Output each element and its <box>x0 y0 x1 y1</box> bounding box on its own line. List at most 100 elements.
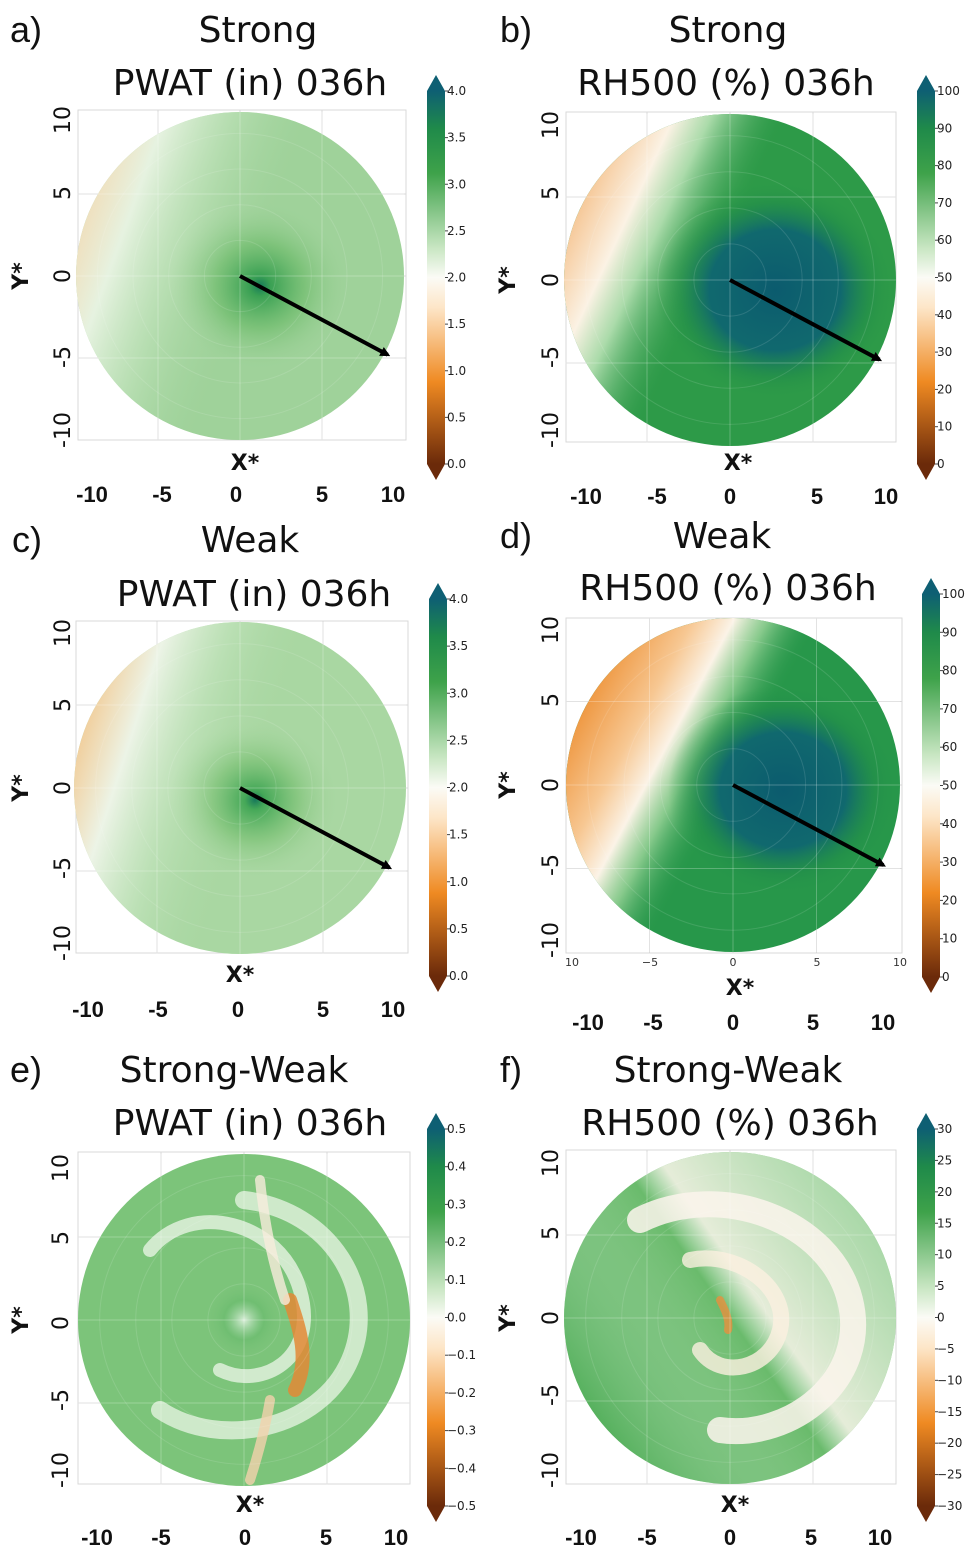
y-tick-label: 10 <box>49 1154 74 1182</box>
colorbar-tick-label: 30 <box>937 345 952 359</box>
colorbar-tick-label: 3.5 <box>449 639 468 653</box>
colorbar-tick-label: 20 <box>942 893 957 907</box>
colorbar-tick-label: 25 <box>937 1153 952 1167</box>
x-tick-label: 5 <box>316 482 328 507</box>
colorbar-tick-label: 15 <box>937 1216 952 1230</box>
colorbar-tick-label: 100 <box>937 84 960 98</box>
colorbar-tick-label: 2.5 <box>449 733 468 747</box>
y-tick-label: 5 <box>539 186 564 200</box>
x-tick-label: -10 <box>81 1525 113 1550</box>
x-tick-label: -10 <box>570 484 602 509</box>
y-tick-label: 5 <box>49 1231 74 1245</box>
panel-e: e) Strong-Weak PWAT (in) 036h -10 -5 0 5 10 X* -1… <box>9 1049 476 1550</box>
panel-title-line1: Weak <box>201 520 300 561</box>
colorbar-tick-label: 1.5 <box>449 828 468 842</box>
x-tick-label: -10 <box>72 997 104 1022</box>
colorbar-tick-label: 1.0 <box>447 364 466 378</box>
shear-arrow <box>239 274 391 357</box>
x-tick-label: 10 <box>874 484 898 509</box>
inner-x-tick-label: 0 <box>730 956 737 969</box>
x-tick-label: -5 <box>152 482 172 507</box>
colorbar-tick-label: −5 <box>937 1342 955 1356</box>
colorbar-min-tip <box>429 976 447 992</box>
colorbar-body <box>922 594 940 977</box>
colorbar-min-tip <box>427 464 445 480</box>
colorbar-tick-label: 90 <box>937 121 952 135</box>
colorbar-tick-label: 0.5 <box>447 410 466 424</box>
colorbar: −30 −25 −20 −15 −10 −5 0 5 10 15 20 25 30 <box>917 1113 962 1522</box>
x-tick-label: 0 <box>727 1010 739 1035</box>
colorbar-tick-label: −0.1 <box>447 1348 476 1362</box>
panel-title-line2: PWAT (in) 036h <box>113 63 387 104</box>
panel-f: f) Strong-Weak RH500 (%) 036h -10 -5 0 5 10 X* -1… <box>496 1049 962 1550</box>
panel-a: a) Strong PWAT (in) 036h -10 -5 0 5 10 X* -10 -5 0 5… <box>9 9 466 507</box>
colorbar-min-tip <box>917 1506 935 1522</box>
colorbar-max-tip <box>427 75 445 91</box>
colorbar-tick-label: −25 <box>937 1468 962 1482</box>
colorbar-tick-label: 0.1 <box>447 1273 466 1287</box>
colorbar-tick-label: 5 <box>937 1279 945 1293</box>
x-tick-label: 5 <box>807 1010 819 1035</box>
x-tick-label: 10 <box>381 482 405 507</box>
x-tick-label: -5 <box>643 1010 663 1035</box>
panel-d: d) Weak RH500 (%) 036h -10 -5 0 5 10 X* -10 -5 0 5 10… <box>496 515 965 1035</box>
colorbar: 0 10 20 30 40 50 60 70 80 90 100 <box>922 578 965 993</box>
colorbar-tick-label: 0.2 <box>447 1235 466 1249</box>
x-tick-label: 0 <box>239 1525 251 1550</box>
y-tick-label: -5 <box>539 346 564 368</box>
colorbar-tick-label: 0.0 <box>447 457 466 471</box>
colorbar-tick-label: 60 <box>937 233 952 247</box>
field-f <box>564 1152 896 1484</box>
colorbar-tick-label: −10 <box>937 1373 962 1387</box>
y-tick-label: 0 <box>49 1316 74 1330</box>
x-axis-label: X* <box>726 976 755 1001</box>
panel-title-line2: PWAT (in) 036h <box>117 574 391 615</box>
colorbar-tick-label: 10 <box>937 420 952 434</box>
y-tick-label: 5 <box>51 186 76 200</box>
panel-title-line1: Strong <box>199 10 318 51</box>
x-tick-label: -5 <box>647 484 667 509</box>
colorbar-tick-label: −0.5 <box>447 1499 476 1513</box>
colorbar-tick-label: 2.0 <box>449 781 468 795</box>
y-tick-label: -5 <box>51 857 76 879</box>
colorbar-tick-label: 3.5 <box>447 131 466 145</box>
x-tick-label: 10 <box>384 1525 408 1550</box>
x-axis-label: X* <box>231 451 260 476</box>
shear-arrow <box>729 278 883 362</box>
y-tick-label: 10 <box>51 619 76 647</box>
panel-title-line2: PWAT (in) 036h <box>113 1103 387 1144</box>
x-tick-label: -5 <box>151 1525 171 1550</box>
y-tick-label: -10 <box>49 1452 74 1488</box>
panel-b: b) Strong RH500 (%) 036h -10 -5 0 5 10 X* -10 -5 0 5… <box>496 9 960 509</box>
colorbar-tick-label: 10 <box>942 932 957 946</box>
colorbar-tick-label: 1.0 <box>449 875 468 889</box>
x-tick-label: 10 <box>871 1010 895 1035</box>
colorbar: −0.5 −0.4 −0.3 −0.2 −0.1 0.0 0.1 0.2 0.3 0.4 0.5 <box>427 1113 476 1522</box>
colorbar-tick-label: 30 <box>937 1122 952 1136</box>
colorbar-tick-label: −15 <box>937 1405 962 1419</box>
panel-title-line1: Strong-Weak <box>120 1050 349 1091</box>
colorbar-tick-label: 4.0 <box>449 592 468 606</box>
y-tick-label: 0 <box>539 778 564 792</box>
panel-letter: e) <box>10 1049 42 1090</box>
colorbar-tick-label: 3.0 <box>449 686 468 700</box>
x-axis-label: X* <box>236 1493 265 1518</box>
y-tick-label: -5 <box>539 854 564 876</box>
x-axis-label: X* <box>724 451 753 476</box>
x-tick-label: -5 <box>637 1525 657 1550</box>
y-tick-label: 5 <box>51 698 76 712</box>
colorbar-tick-label: 80 <box>942 664 957 678</box>
x-tick-label: 5 <box>805 1525 817 1550</box>
colorbar-body <box>427 1129 445 1506</box>
x-tick-label: 0 <box>724 1525 736 1550</box>
panel-title-line1: Weak <box>673 516 772 557</box>
y-tick-label: 10 <box>51 106 76 134</box>
x-tick-label: 0 <box>724 484 736 509</box>
colorbar-tick-label: 20 <box>937 382 952 396</box>
x-tick-label: -10 <box>76 482 108 507</box>
colorbar-tick-label: 40 <box>937 308 952 322</box>
colorbar-tick-label: 1.5 <box>447 317 466 331</box>
colorbar-body <box>917 1129 935 1506</box>
y-tick-label: -5 <box>51 346 76 368</box>
colorbar-body <box>429 599 447 976</box>
